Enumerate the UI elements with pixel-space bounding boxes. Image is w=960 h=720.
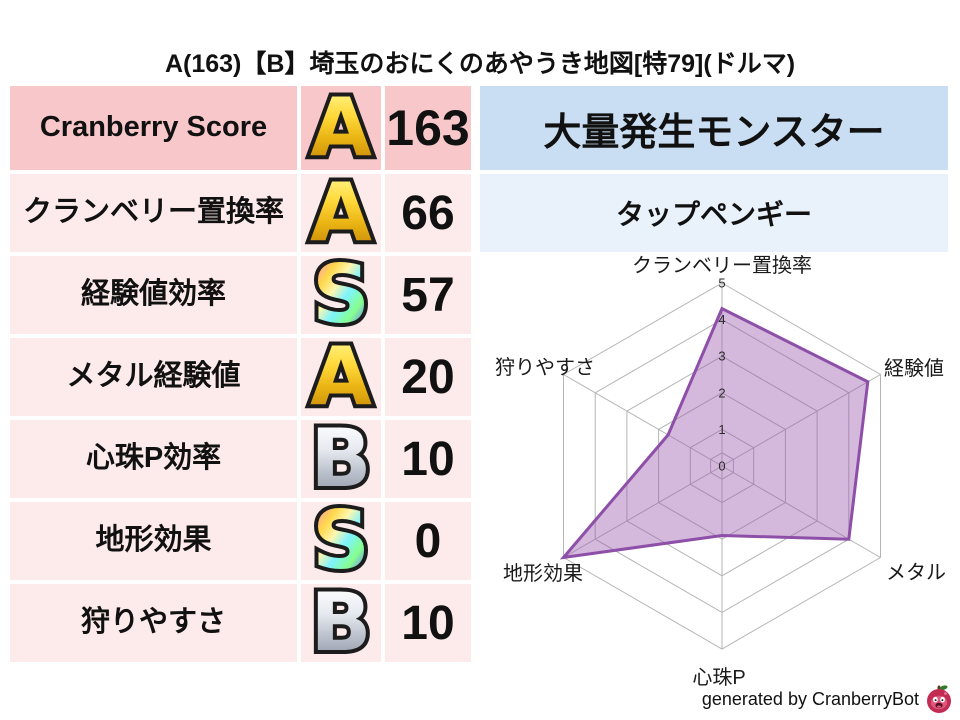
grade-badge: SS <box>301 248 381 341</box>
grade-letter-outline: S <box>308 497 374 585</box>
radar-tick-label: 4 <box>718 312 725 327</box>
stat-value: 10 <box>385 420 471 498</box>
grade-badge: BB <box>301 576 381 669</box>
cranberrybot-logo-icon <box>927 685 951 713</box>
grade-letter-outline: A <box>306 333 376 421</box>
stat-value: 66 <box>385 174 471 252</box>
grade-letter-outline: A <box>306 169 376 257</box>
radar-spoke <box>563 465 723 558</box>
grade-letter-outline: B <box>307 415 376 503</box>
grade-letter-outline: S <box>308 251 374 339</box>
outbreak-monster-header: 大量発生モンスター <box>480 86 948 170</box>
grade-letter-wrap: AA <box>306 330 376 423</box>
grade-letter-outline: A <box>306 84 376 172</box>
grade-letter-wrap: AA <box>306 166 376 259</box>
stat-label: 狩りやすさ <box>10 584 297 662</box>
stat-value: 57 <box>385 256 471 334</box>
radar-data-polygon <box>559 306 870 560</box>
grade-letter-wrap: SS <box>308 248 374 341</box>
grade-badge: AA <box>301 81 381 174</box>
grade-letter: S <box>312 494 370 587</box>
footer-credit: generated by CranberryBot <box>702 684 954 714</box>
grade-letter-wrap: AA <box>306 81 376 174</box>
page-title: A(163)【B】埼玉のおにくのあやうき地図[特79](ドルマ) <box>164 50 796 78</box>
stat-label: Cranberry Score <box>10 86 297 170</box>
grade-badge: BB <box>301 412 381 505</box>
radar-spoke <box>721 465 881 558</box>
radar-tick-label: 3 <box>718 349 725 364</box>
grade-letter: A <box>310 166 372 259</box>
stat-value: 163 <box>385 86 471 170</box>
stat-value: 10 <box>385 584 471 662</box>
radar-axis-label: クランベリー置換率 <box>632 254 812 277</box>
grade-letter-wrap: BB <box>307 412 376 505</box>
grade-letter: S <box>312 248 370 341</box>
radar-spoke <box>721 374 881 467</box>
radar-spoke <box>563 374 723 467</box>
stat-label: メタル経験値 <box>10 338 297 416</box>
stat-label: クランベリー置換率 <box>10 174 297 252</box>
stat-value: 20 <box>385 338 471 416</box>
grade-badge: SS <box>301 494 381 587</box>
stat-label: 経験値効率 <box>10 256 297 334</box>
outbreak-monster-name: タップペンギー <box>480 174 948 252</box>
radar-axis-label: メタル <box>886 561 946 584</box>
grade-letter-outline: B <box>307 579 376 667</box>
grade-letter-wrap: SS <box>308 494 374 587</box>
radar-axis-label: 狩りやすさ <box>495 356 595 379</box>
grade-badge: AA <box>301 166 381 259</box>
grade-letter: B <box>310 412 372 505</box>
radar-axis-label: 地形効果 <box>503 562 583 585</box>
stats-table: Cranberry ScoreAA163クランベリー置換率AA66経験値効率SS… <box>10 81 471 669</box>
stat-label: 心珠P効率 <box>10 420 297 498</box>
grade-letter-wrap: BB <box>307 576 376 669</box>
outbreak-monster-panel: 大量発生モンスター タップペンギー <box>480 86 948 252</box>
radar-axis-label: 経験値 <box>884 357 944 380</box>
radar-tick-label: 5 <box>718 276 725 291</box>
radar-tick-label: 1 <box>718 422 725 437</box>
radar-axis-label: 心珠P <box>692 666 745 689</box>
stat-value: 0 <box>385 502 471 580</box>
grade-letter: A <box>310 81 372 174</box>
grade-letter: A <box>310 330 372 423</box>
stat-label: 地形効果 <box>10 502 297 580</box>
radar-tick-label: 2 <box>718 385 725 400</box>
credit-text: generated by CranberryBot <box>701 688 919 709</box>
radar-tick-label: 0 <box>718 459 725 474</box>
grade-badge: AA <box>301 330 381 423</box>
grade-letter: B <box>310 576 372 669</box>
